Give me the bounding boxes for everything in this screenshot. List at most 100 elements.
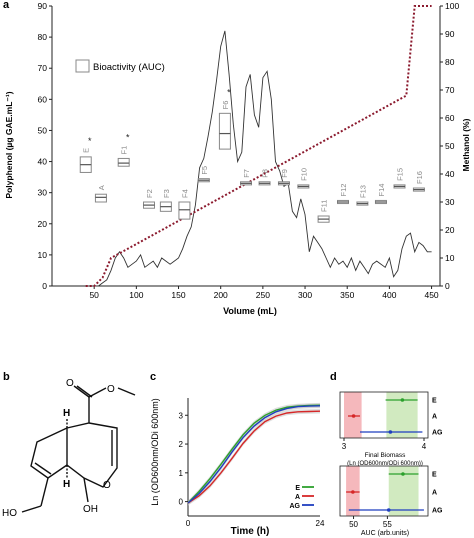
panel-a-chart: a 0 10 20 30 40 50 60 70 80 90 0 10 20 30 40 50 60 70 80 90…	[3, 0, 471, 316]
x-tick-label: 400	[382, 290, 396, 300]
y2-tick-label: 100	[445, 1, 459, 11]
significance-star: *	[88, 136, 92, 146]
fraction-label: F15	[396, 168, 405, 181]
y-tick-label: 70	[38, 63, 48, 73]
panel-b-structure: b H H O OH HO O	[2, 371, 136, 519]
panel-d-bottom-xlabel: AUC (arb.units)	[361, 530, 409, 537]
fraction-label: F4	[180, 189, 189, 198]
y2-tick-label: 70	[445, 85, 455, 95]
y2-tick-label: 50	[445, 141, 455, 151]
y-tick-label: 0	[42, 281, 47, 291]
x-tick-label: 300	[298, 290, 312, 300]
fraction-label: F2	[145, 189, 154, 198]
panel-a-y2label: Methanol (%)	[461, 118, 471, 171]
y2-tick-label: 60	[445, 113, 455, 123]
c-ci-band	[188, 408, 320, 506]
panel-d-top-xlabel2: (Ln (OD600nm/ODi 600nm))	[347, 461, 423, 467]
c-y-tick-label: 1	[179, 469, 184, 478]
fraction-label: F12	[339, 184, 348, 197]
d-point	[351, 414, 356, 418]
y-tick-label: 60	[38, 94, 48, 104]
fraction-label: F6	[221, 101, 230, 110]
fraction-label: F14	[377, 184, 386, 197]
fraction-label: F3	[162, 189, 171, 198]
x-tick-label: 100	[129, 290, 143, 300]
d-x-tick-label: 50	[349, 520, 358, 529]
y2-tick-label: 10	[445, 253, 455, 263]
molecule-bonds	[21, 385, 136, 513]
c-x-tick-label: 24	[316, 519, 325, 528]
x-tick-label: 450	[424, 290, 438, 300]
fraction-label: F5	[200, 166, 209, 175]
panel-d-top-xlabel: Final Biomass	[365, 452, 407, 459]
fraction-label: A	[97, 185, 106, 190]
y-tick-label: 40	[38, 157, 48, 167]
y2-tick-label: 40	[445, 169, 455, 179]
y-tick-label: 30	[38, 188, 48, 198]
methanol-line	[85, 5, 432, 287]
x-tick-label: 350	[340, 290, 354, 300]
significance-star: *	[126, 132, 130, 142]
c-y-tick-label: 0	[179, 498, 184, 507]
d-row-label: A	[432, 490, 437, 497]
d-row-label: E	[432, 472, 437, 479]
d-point	[388, 430, 393, 434]
x-tick-label: 250	[256, 290, 270, 300]
bioactivity-box	[94, 193, 107, 203]
d-point	[401, 472, 405, 476]
panel-c-chart: c 0 1 2 3 0 24 EA AG Time (h) Ln (OD600nm/ODi 6…	[150, 371, 325, 537]
y2-tick-label: 30	[445, 197, 455, 207]
y2-tick-label: 20	[445, 225, 455, 235]
c-legend-label: E	[295, 485, 300, 492]
bioactivity-box	[178, 201, 191, 220]
fraction-label: F13	[358, 185, 367, 198]
d-frame	[339, 391, 429, 439]
fraction-label: F8	[261, 169, 270, 178]
fraction-label: F16	[415, 171, 424, 184]
c-legend-label: AG	[290, 503, 301, 510]
y-tick-label: 50	[38, 125, 48, 135]
panel-c-ylabel: Ln (OD600nm/ODi 600nm)	[150, 398, 160, 506]
c-legend-label: A	[295, 494, 300, 501]
panel-d-chart: d E A AG 3 4 E A AG 50 55 Final Biomass (Ln (OD60…	[330, 371, 443, 537]
d-x-tick-label: 3	[342, 442, 347, 451]
d-row-label: E	[432, 398, 437, 405]
legend-label: Bioactivity (AUC)	[93, 62, 165, 73]
atom-ring-o: O	[103, 480, 111, 491]
bioactivity-box	[218, 112, 231, 150]
d-row-label: AG	[432, 430, 443, 437]
d-frame	[339, 465, 429, 517]
c-series-line-a	[187, 410, 321, 504]
c-y-tick-label: 3	[179, 411, 184, 420]
atom-h-bottom: H	[63, 479, 70, 490]
panel-a-letter: a	[3, 0, 10, 11]
panel-b-letter: b	[3, 371, 10, 383]
legend-swatch	[75, 59, 90, 73]
fraction-label: F11	[320, 200, 329, 212]
panel-a-xlabel: Volume (mL)	[223, 306, 277, 316]
y-tick-label: 10	[38, 250, 48, 260]
y-tick-label: 80	[38, 32, 48, 42]
d-point	[400, 398, 405, 402]
fraction-label: F9	[280, 169, 289, 178]
x-tick-label: 50	[89, 290, 99, 300]
atom-ester-o: O	[107, 384, 115, 395]
significance-star: *	[227, 87, 231, 97]
d-x-tick-label: 55	[383, 520, 392, 529]
y-tick-label: 90	[38, 1, 48, 11]
bioactivity-box	[117, 157, 130, 167]
fraction-label: F10	[299, 168, 308, 181]
c-series-line-ag	[187, 405, 321, 504]
y2-tick-label: 0	[445, 281, 450, 291]
x-tick-label: 150	[171, 290, 185, 300]
c-y-tick-label: 2	[179, 440, 184, 449]
y2-tick-label: 80	[445, 57, 455, 67]
polyphenol-line	[85, 30, 432, 287]
atom-ho: HO	[2, 508, 17, 519]
d-point	[351, 490, 355, 494]
atom-carbonyl-o: O	[66, 378, 74, 389]
panel-d-letter: d	[330, 371, 337, 383]
y2-tick-label: 90	[445, 29, 455, 39]
d-row-label: A	[432, 414, 437, 421]
